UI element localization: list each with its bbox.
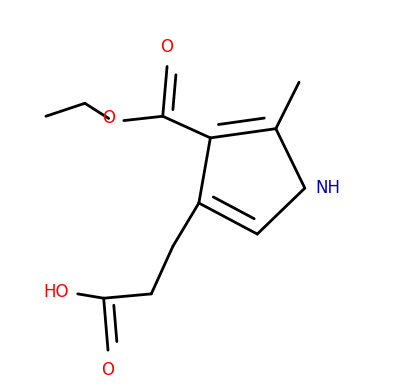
Text: O: O [102, 110, 115, 127]
Text: O: O [102, 361, 115, 378]
Text: NH: NH [316, 179, 340, 197]
Text: HO: HO [43, 283, 69, 301]
Text: O: O [161, 38, 173, 56]
